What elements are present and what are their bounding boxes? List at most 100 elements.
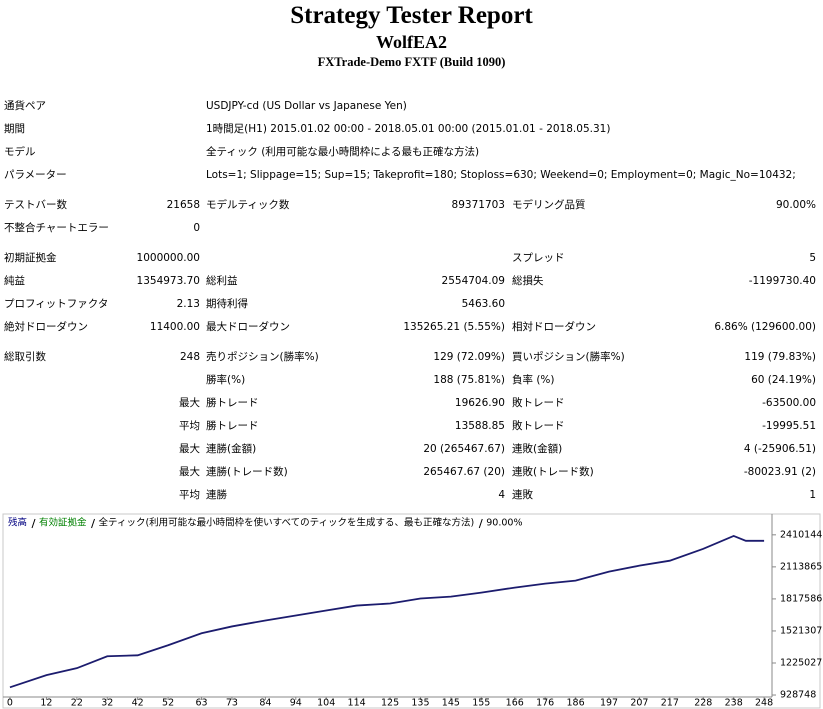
x-tick-label: 155: [472, 698, 490, 709]
field-label: 連勝: [206, 489, 227, 501]
field-label: モデルティック数: [206, 199, 290, 211]
y-tick-label: 1817586: [780, 593, 822, 604]
field-value: 11400.00: [149, 321, 200, 333]
field-value: -63500.00: [762, 397, 816, 409]
x-tick-label: 73: [226, 698, 238, 709]
field-label: 負率 (%): [512, 374, 555, 386]
x-tick-label: 228: [694, 698, 712, 709]
field-value: 2.13: [176, 298, 200, 310]
legend-separator: [91, 518, 96, 529]
broker: FXTrade-Demo FXTF (Build 1090): [317, 55, 506, 69]
field-label: モデリング品質: [512, 199, 586, 211]
x-tick-label: 52: [162, 698, 174, 709]
x-tick-label: 186: [566, 698, 584, 709]
field-label: 連敗(トレード数): [512, 466, 594, 478]
field-label: モデル: [4, 146, 36, 158]
x-tick-label: 42: [132, 698, 144, 709]
field-label: 敗トレード: [512, 420, 565, 432]
legend-separator: [478, 518, 483, 529]
x-tick-label: 248: [755, 698, 773, 709]
field-value: -80023.91 (2): [743, 466, 816, 478]
field-value: 最大: [179, 466, 200, 478]
x-tick-label: 32: [101, 698, 113, 709]
x-tick-label: 135: [411, 698, 429, 709]
field-label: 勝トレード: [206, 397, 259, 409]
field-label: 絶対ドローダウン: [4, 321, 88, 333]
field-value: 129 (72.09%): [433, 351, 505, 363]
field-value: 4 (-25906.51): [743, 443, 816, 455]
field-value: 90.00%: [775, 199, 816, 211]
x-tick-label: 197: [600, 698, 618, 709]
y-tick-label: 1521307: [780, 625, 822, 636]
field-value: USDJPY-cd (US Dollar vs Japanese Yen): [206, 100, 407, 112]
x-tick-label: 12: [40, 698, 52, 709]
field-value: 平均: [179, 420, 200, 432]
field-value: 最大: [179, 397, 200, 409]
field-value: Lots=1; Slippage=15; Sup=15; Takeprofit=…: [206, 169, 796, 181]
field-label: スプレッド: [512, 252, 565, 264]
legend-entry: 全ティック(利用可能な最小時間枠を使いすべてのティックを生成する、最も正確な方法…: [99, 517, 475, 529]
field-value: 135265.21 (5.55%): [403, 321, 505, 333]
field-label: 相対ドローダウン: [512, 321, 596, 333]
field-label: 連勝(金額): [206, 443, 257, 455]
field-value: 平均: [179, 489, 200, 501]
field-label: 初期証拠金: [4, 252, 57, 264]
field-label: 勝率(%): [206, 374, 246, 386]
field-value: 5463.60: [461, 298, 505, 310]
field-value: 1時間足(H1) 2015.01.02 00:00 - 2018.05.01 0…: [206, 123, 611, 135]
report-title: Strategy Tester Report: [290, 2, 533, 29]
field-label: プロフィットファクタ: [4, 298, 109, 310]
expert-name: WolfEA2: [375, 32, 447, 52]
field-label: 敗トレード: [512, 397, 565, 409]
x-tick-label: 176: [536, 698, 554, 709]
field-label: 買いポジション(勝率%): [512, 351, 625, 363]
x-tick-label: 207: [630, 698, 648, 709]
field-value: 13588.85: [454, 420, 505, 432]
field-label: 期間: [4, 123, 25, 135]
y-tick-label: 2113865: [780, 561, 822, 572]
field-label: 最大ドローダウン: [206, 321, 290, 333]
field-value: 89371703: [451, 199, 505, 211]
y-tick-label: 2410144: [780, 529, 822, 540]
field-value: 1354973.70: [136, 275, 200, 287]
x-tick-label: 94: [290, 698, 302, 709]
field-value: 2554704.09: [441, 275, 505, 287]
field-value: 19626.90: [454, 397, 505, 409]
x-tick-label: 125: [381, 698, 399, 709]
legend-entry: 残高: [8, 517, 27, 529]
x-tick-label: 84: [259, 698, 271, 709]
field-label: 総取引数: [4, 351, 46, 363]
field-value: 6.86% (129600.00): [714, 321, 816, 333]
field-value: 60 (24.19%): [751, 374, 816, 386]
legend-separator: [31, 518, 36, 529]
field-value: 20 (265467.67): [423, 443, 505, 455]
x-tick-label: 145: [442, 698, 460, 709]
field-label: 連勝(トレード数): [206, 466, 288, 478]
field-value: 4: [498, 489, 505, 501]
x-tick-label: 114: [348, 698, 366, 709]
x-tick-label: 63: [195, 698, 207, 709]
field-value: 5: [809, 252, 816, 264]
field-value: 248: [179, 351, 200, 363]
field-label: 期待利得: [206, 298, 248, 310]
field-label: パラメーター: [4, 169, 67, 181]
field-value: 最大: [179, 443, 200, 455]
field-label: テストバー数: [4, 199, 67, 211]
field-value: -19995.51: [762, 420, 816, 432]
field-value: 1: [809, 489, 816, 501]
field-value: 188 (75.81%): [433, 374, 505, 386]
y-tick-label: 1225027: [780, 657, 822, 668]
x-tick-label: 0: [7, 698, 13, 709]
field-label: 連敗: [512, 489, 533, 501]
field-value: -1199730.40: [748, 275, 816, 287]
x-tick-label: 238: [725, 698, 743, 709]
x-tick-label: 104: [317, 698, 335, 709]
field-value: 119 (79.83%): [744, 351, 816, 363]
field-label: 総利益: [206, 275, 238, 287]
x-tick-label: 166: [506, 698, 524, 709]
field-value: 0: [193, 222, 200, 234]
field-label: 売りポジション(勝率%): [206, 351, 319, 363]
x-tick-label: 22: [71, 698, 83, 709]
